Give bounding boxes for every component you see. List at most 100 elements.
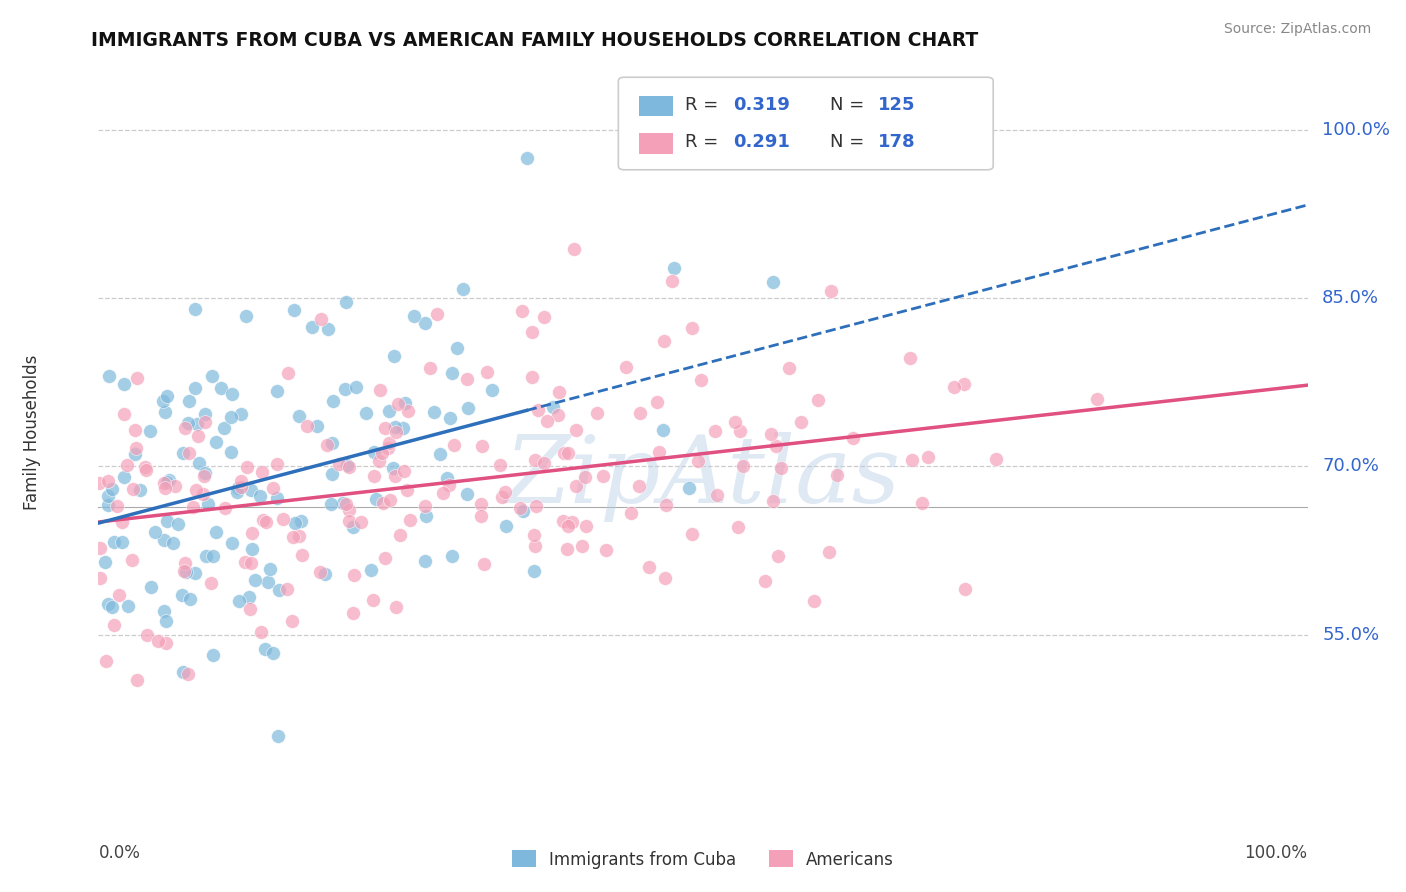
- Point: [595, 543, 617, 558]
- Point: [191, 487, 214, 501]
- Point: [89, 571, 111, 585]
- Point: [309, 565, 332, 579]
- Point: [547, 408, 569, 422]
- Point: [984, 452, 1007, 467]
- Point: [125, 673, 148, 687]
- Point: [155, 481, 177, 495]
- Point: [305, 419, 328, 434]
- Point: [901, 453, 924, 467]
- Point: [322, 393, 344, 408]
- Point: [686, 454, 709, 468]
- Point: [727, 520, 749, 534]
- Point: [136, 627, 159, 641]
- Point: [488, 458, 510, 472]
- Point: [557, 518, 579, 533]
- Point: [762, 275, 785, 289]
- Point: [89, 541, 111, 556]
- Point: [457, 401, 479, 415]
- Point: [221, 536, 243, 550]
- Point: [765, 439, 787, 453]
- Point: [146, 634, 169, 648]
- Point: [314, 566, 336, 581]
- Point: [125, 442, 148, 456]
- Point: [942, 380, 965, 394]
- Point: [179, 394, 201, 409]
- Point: [571, 539, 593, 553]
- Point: [225, 484, 247, 499]
- Point: [451, 282, 474, 296]
- Point: [440, 549, 463, 563]
- Point: [419, 360, 441, 375]
- Point: [179, 591, 201, 606]
- Point: [321, 435, 343, 450]
- Point: [652, 334, 675, 348]
- Point: [94, 555, 117, 569]
- Point: [205, 525, 228, 540]
- Point: [371, 446, 394, 460]
- Point: [262, 646, 284, 660]
- Point: [385, 425, 408, 440]
- Point: [181, 500, 204, 515]
- Point: [267, 583, 290, 598]
- Text: 0.291: 0.291: [734, 133, 790, 151]
- Point: [392, 421, 415, 435]
- Point: [214, 501, 236, 516]
- Text: R =: R =: [685, 133, 724, 151]
- Point: [548, 385, 571, 400]
- Point: [283, 302, 305, 317]
- Point: [662, 260, 685, 275]
- Point: [520, 369, 543, 384]
- Point: [343, 567, 366, 582]
- Point: [820, 284, 842, 298]
- Point: [249, 625, 271, 640]
- Point: [366, 491, 388, 506]
- Point: [574, 470, 596, 484]
- Point: [157, 474, 180, 488]
- Point: [221, 445, 243, 459]
- Point: [565, 479, 588, 493]
- Point: [205, 434, 228, 449]
- Point: [103, 618, 125, 632]
- Point: [184, 381, 207, 395]
- Point: [471, 439, 494, 453]
- Point: [221, 409, 243, 424]
- Point: [512, 504, 534, 518]
- Point: [257, 574, 280, 589]
- Point: [152, 604, 174, 618]
- Point: [100, 482, 122, 496]
- Point: [112, 377, 135, 392]
- Point: [527, 402, 550, 417]
- Point: [172, 665, 194, 680]
- Point: [254, 515, 277, 529]
- Point: [335, 497, 357, 511]
- Point: [231, 480, 253, 494]
- Point: [135, 463, 157, 477]
- Point: [291, 548, 314, 562]
- Point: [523, 453, 546, 467]
- Point: [524, 539, 547, 553]
- Point: [321, 497, 343, 511]
- Point: [706, 487, 728, 501]
- Point: [125, 371, 148, 385]
- Point: [172, 446, 194, 460]
- Point: [381, 460, 404, 475]
- Point: [108, 588, 131, 602]
- Point: [339, 514, 361, 528]
- Point: [290, 515, 312, 529]
- Point: [382, 349, 405, 363]
- Point: [374, 421, 396, 435]
- Point: [186, 417, 208, 432]
- Point: [155, 636, 177, 650]
- Point: [651, 423, 673, 437]
- Point: [153, 476, 176, 491]
- Point: [778, 361, 800, 376]
- Point: [262, 481, 284, 495]
- Point: [139, 425, 162, 439]
- Point: [266, 457, 288, 471]
- Point: [94, 654, 117, 668]
- Point: [173, 421, 195, 435]
- Point: [209, 381, 232, 395]
- Point: [818, 545, 841, 559]
- Point: [917, 450, 939, 465]
- Point: [523, 564, 546, 578]
